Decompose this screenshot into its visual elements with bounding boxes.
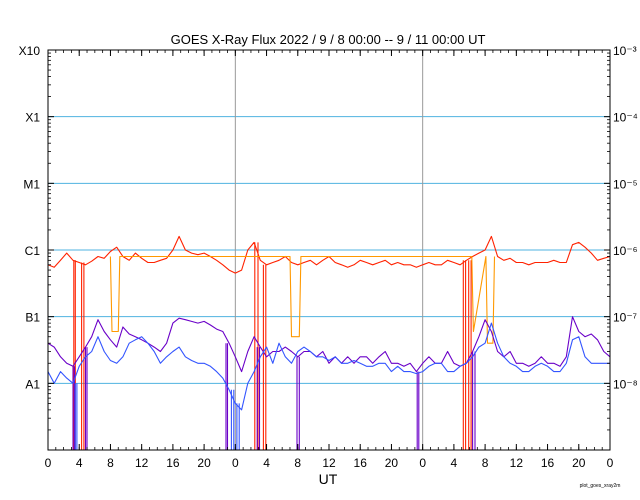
- x-axis-tick-label: 0: [45, 456, 52, 470]
- series-dropout-short_primary: [296, 356, 300, 450]
- series-dropout-long_primary: [262, 264, 267, 450]
- right-axis-label: 10⁻⁴: [613, 111, 638, 125]
- x-axis-tick-label: 8: [482, 456, 489, 470]
- x-axis-tick-label: 20: [572, 456, 586, 470]
- left-axis-label: X10: [19, 44, 41, 58]
- right-axis-label: 10⁻⁸: [613, 377, 638, 391]
- left-axis-label: A1: [25, 377, 40, 391]
- series-dropout-short_primary: [472, 351, 476, 450]
- x-axis-tick-label: 12: [135, 456, 149, 470]
- x-axis-tick-label: 4: [76, 456, 83, 470]
- series-dropout-short_primary: [225, 343, 229, 450]
- x-axis-label: UT: [319, 471, 338, 487]
- x-axis-tick-label: 16: [354, 456, 368, 470]
- x-axis-tick-label: 12: [510, 456, 524, 470]
- x-axis-tick-label: 0: [607, 456, 614, 470]
- series-layer: [47, 235, 611, 450]
- x-axis-tick-label: 4: [451, 456, 458, 470]
- footer-note: plot_goes_xray2m: [580, 483, 621, 489]
- grid-layer: [48, 50, 610, 450]
- series-dropout-short_secondary: [236, 403, 240, 450]
- series-dropout-long_primary: [254, 242, 259, 450]
- axis-layer: X10 X1 M1 C1 B1 A1 10⁻³ 10⁻⁴ 10⁻⁵ 10⁻⁶ 10⁻⁷ 10⁻⁸ 0 4 8…: [19, 44, 638, 470]
- left-axis-label: C1: [25, 244, 41, 258]
- left-axis-label: X1: [25, 111, 40, 125]
- x-axis-tick-label: 0: [419, 456, 426, 470]
- series-line-short_primary: [47, 316, 611, 373]
- left-axis-label: M1: [23, 177, 40, 191]
- series-dropout-long_primary: [462, 260, 467, 450]
- right-axis-label: 10⁻⁵: [613, 177, 638, 191]
- x-axis-tick-label: 12: [322, 456, 336, 470]
- series-line-short_secondary: [47, 322, 610, 411]
- series-dropout-short_secondary: [74, 383, 78, 450]
- x-axis-tick-label: 16: [166, 456, 180, 470]
- x-axis-tick-label: 4: [263, 456, 270, 470]
- x-axis-tick-label: 8: [294, 456, 301, 470]
- series-dropout-long_primary: [81, 262, 85, 450]
- series-dropout-short_secondary: [230, 389, 235, 450]
- x-axis-tick-label: 20: [385, 456, 399, 470]
- series-dropout-short_primary: [84, 347, 88, 450]
- chart-title: GOES X-Ray Flux 2022 / 9 / 8 00:00 -- 9 …: [171, 32, 486, 47]
- x-axis-tick-label: 8: [107, 456, 114, 470]
- x-axis-tick-label: 0: [232, 456, 239, 470]
- right-axis-label: 10⁻³: [613, 44, 637, 58]
- left-axis-label: B1: [25, 311, 40, 325]
- right-axis-label: 10⁻⁷: [613, 311, 637, 325]
- right-axis-label: 10⁻⁶: [613, 244, 638, 258]
- x-axis-tick-label: 20: [197, 456, 211, 470]
- x-axis-tick-label: 16: [541, 456, 555, 470]
- series-dropout-short_primary: [416, 371, 420, 450]
- series-line-long_secondary: [109, 255, 496, 344]
